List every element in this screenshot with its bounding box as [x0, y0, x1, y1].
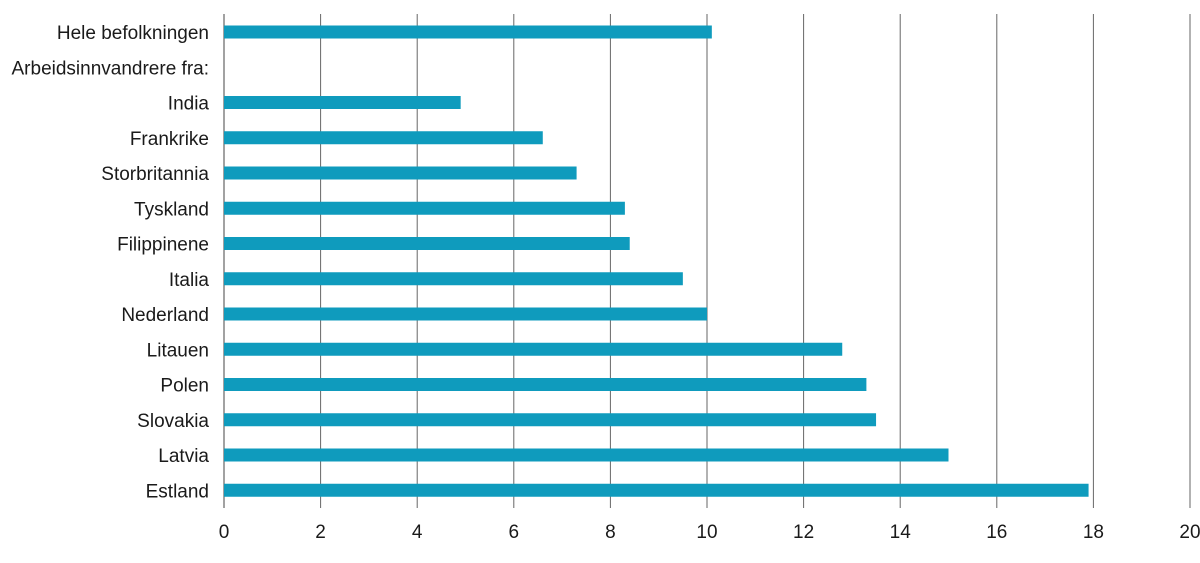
bar	[224, 272, 683, 286]
x-tick-label: 20	[1179, 522, 1200, 543]
category-label: Arbeidsinnvandrere fra:	[12, 58, 210, 79]
x-tick-label: 4	[412, 522, 423, 543]
category-label: Nederland	[121, 305, 209, 326]
x-tick-label: 6	[509, 522, 520, 543]
category-label: Estland	[146, 481, 209, 502]
x-tick-label: 2	[315, 522, 326, 543]
category-label: Litauen	[147, 340, 209, 361]
category-label: India	[168, 94, 210, 115]
x-axis-ticks: 0 2 4 6 8 10 12 14 16 18 20	[219, 522, 1200, 543]
category-label: Italia	[169, 270, 210, 291]
x-tick-label: 0	[219, 522, 230, 543]
category-label: Hele befolkningen	[57, 23, 209, 44]
category-labels: Hele befolkningen Arbeidsinnvandrere fra:…	[12, 23, 210, 502]
bar	[224, 307, 707, 321]
bar	[224, 378, 867, 391]
x-tick-label: 8	[605, 522, 616, 543]
category-label: Filippinene	[117, 235, 209, 256]
category-label: Slovakia	[137, 411, 209, 432]
bar	[224, 131, 543, 145]
bar	[224, 413, 877, 427]
category-label: Storbritannia	[101, 164, 209, 185]
category-label: Frankrike	[130, 129, 209, 150]
bars	[224, 25, 1089, 497]
x-tick-label: 18	[1083, 522, 1104, 543]
x-tick-label: 10	[696, 522, 717, 543]
bar	[224, 96, 461, 109]
bar	[224, 25, 712, 39]
gridlines	[223, 14, 1191, 508]
bar	[224, 166, 577, 180]
category-label: Tyskland	[134, 199, 209, 220]
bar	[224, 201, 625, 215]
bar	[224, 483, 1089, 497]
x-tick-label: 16	[986, 522, 1007, 543]
category-label: Latvia	[158, 446, 209, 467]
bar	[224, 342, 843, 356]
category-label: Polen	[160, 376, 209, 397]
bar	[224, 237, 630, 250]
x-tick-label: 12	[793, 522, 814, 543]
x-tick-label: 14	[890, 522, 912, 543]
bar	[224, 448, 949, 462]
